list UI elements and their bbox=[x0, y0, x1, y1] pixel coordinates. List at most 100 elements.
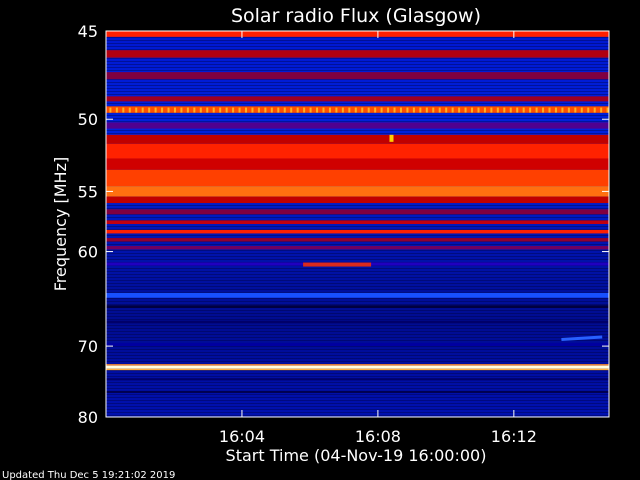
channel-stripe bbox=[106, 319, 609, 320]
interference-dot bbox=[425, 107, 428, 113]
interference-dot bbox=[115, 107, 118, 113]
emission-band bbox=[106, 364, 609, 366]
plot-frame bbox=[105, 30, 610, 418]
interference-dot bbox=[148, 107, 151, 113]
interference-dot bbox=[193, 107, 196, 113]
channel-stripe bbox=[106, 373, 609, 374]
emission-band bbox=[106, 320, 609, 324]
channel-stripe bbox=[106, 226, 609, 227]
interference-dot bbox=[399, 107, 402, 113]
emission-band bbox=[106, 229, 609, 234]
channel-stripe bbox=[106, 88, 609, 89]
emission-band bbox=[106, 292, 609, 298]
interference-dot bbox=[238, 107, 241, 113]
channel-stripe bbox=[106, 214, 609, 215]
channel-stripe bbox=[106, 415, 609, 416]
channel-stripe bbox=[106, 349, 609, 350]
channel-stripe bbox=[106, 253, 609, 254]
emission-band bbox=[106, 134, 609, 144]
interference-dot bbox=[458, 107, 461, 113]
interference-dot bbox=[477, 107, 480, 113]
interference-dot bbox=[374, 107, 377, 113]
interference-dot bbox=[367, 107, 370, 113]
channel-stripe bbox=[106, 64, 609, 65]
emission-band bbox=[106, 365, 609, 369]
emission-band bbox=[106, 390, 609, 393]
channel-stripe bbox=[106, 250, 609, 251]
interference-dot bbox=[341, 107, 344, 113]
channel-stripe bbox=[106, 280, 609, 281]
y-axis-label: Frequency [MHz] bbox=[51, 157, 70, 291]
interference-dot bbox=[593, 107, 596, 113]
channel-stripe bbox=[106, 406, 609, 407]
channel-stripe bbox=[106, 313, 609, 314]
channel-stripe bbox=[106, 292, 609, 293]
interference-dot bbox=[316, 107, 319, 113]
channel-stripe bbox=[106, 355, 609, 356]
chart-title: Solar radio Flux (Glasgow) bbox=[231, 5, 481, 27]
emission-band bbox=[106, 96, 609, 102]
emission-band bbox=[106, 106, 609, 113]
interference-dot bbox=[232, 107, 235, 113]
plot-area bbox=[105, 30, 610, 418]
channel-stripe bbox=[106, 310, 609, 311]
channel-stripe bbox=[106, 352, 609, 353]
channel-stripe bbox=[106, 235, 609, 236]
channel-stripe bbox=[106, 49, 609, 50]
interference-dot bbox=[290, 107, 293, 113]
channel-stripe bbox=[106, 79, 609, 80]
channel-stripe bbox=[106, 334, 609, 335]
interference-dot bbox=[186, 107, 189, 113]
y-tick-label: 70 bbox=[78, 337, 98, 356]
emission-band bbox=[106, 186, 609, 197]
channel-stripe bbox=[106, 85, 609, 86]
y-tick-label: 55 bbox=[78, 182, 98, 201]
channel-stripe bbox=[106, 205, 609, 206]
channel-stripe bbox=[106, 121, 609, 122]
channel-stripe bbox=[106, 385, 609, 386]
emission-band bbox=[106, 305, 609, 309]
channel-stripe bbox=[106, 316, 609, 317]
channel-stripe bbox=[106, 58, 609, 59]
channel-stripe bbox=[106, 271, 609, 272]
emission-band bbox=[106, 238, 609, 242]
y-tick-label: 60 bbox=[78, 243, 98, 262]
channel-stripe bbox=[106, 346, 609, 347]
interference-dot bbox=[503, 107, 506, 113]
channel-stripe bbox=[106, 268, 609, 269]
channel-stripe bbox=[106, 229, 609, 230]
y-axis: 45 50 55 60 70 80 bbox=[78, 22, 609, 427]
interference-dot bbox=[471, 107, 474, 113]
interference-dot bbox=[600, 107, 603, 113]
channel-stripe bbox=[106, 46, 609, 47]
emission-band bbox=[106, 169, 609, 187]
interference-dot bbox=[173, 107, 176, 113]
interference-dot bbox=[322, 107, 325, 113]
x-axis: 16:04 16:08 16:12 bbox=[219, 31, 537, 446]
interference-dot bbox=[251, 107, 254, 113]
channel-stripe bbox=[106, 400, 609, 401]
channel-stripe bbox=[106, 40, 609, 41]
channel-stripe bbox=[106, 118, 609, 119]
emission-band bbox=[106, 368, 609, 371]
interference-dot bbox=[303, 107, 306, 113]
interference-dot bbox=[219, 107, 222, 113]
emission-band bbox=[106, 143, 609, 159]
channel-stripe bbox=[106, 394, 609, 395]
interference-dot bbox=[496, 107, 499, 113]
interference-dot bbox=[548, 107, 551, 113]
y-tick-label: 80 bbox=[78, 408, 98, 427]
channel-stripe bbox=[106, 259, 609, 260]
channel-stripe bbox=[106, 103, 609, 104]
channel-stripe bbox=[106, 382, 609, 383]
channel-stripe bbox=[106, 337, 609, 338]
interference-dot bbox=[387, 107, 390, 113]
channel-stripe bbox=[106, 70, 609, 71]
emission-band bbox=[106, 196, 609, 204]
interference-dot bbox=[348, 107, 351, 113]
interference-dot bbox=[535, 107, 538, 113]
interference-dot bbox=[199, 107, 202, 113]
emission-band bbox=[106, 31, 609, 37]
interference-dot bbox=[529, 107, 532, 113]
channel-stripe bbox=[106, 61, 609, 62]
